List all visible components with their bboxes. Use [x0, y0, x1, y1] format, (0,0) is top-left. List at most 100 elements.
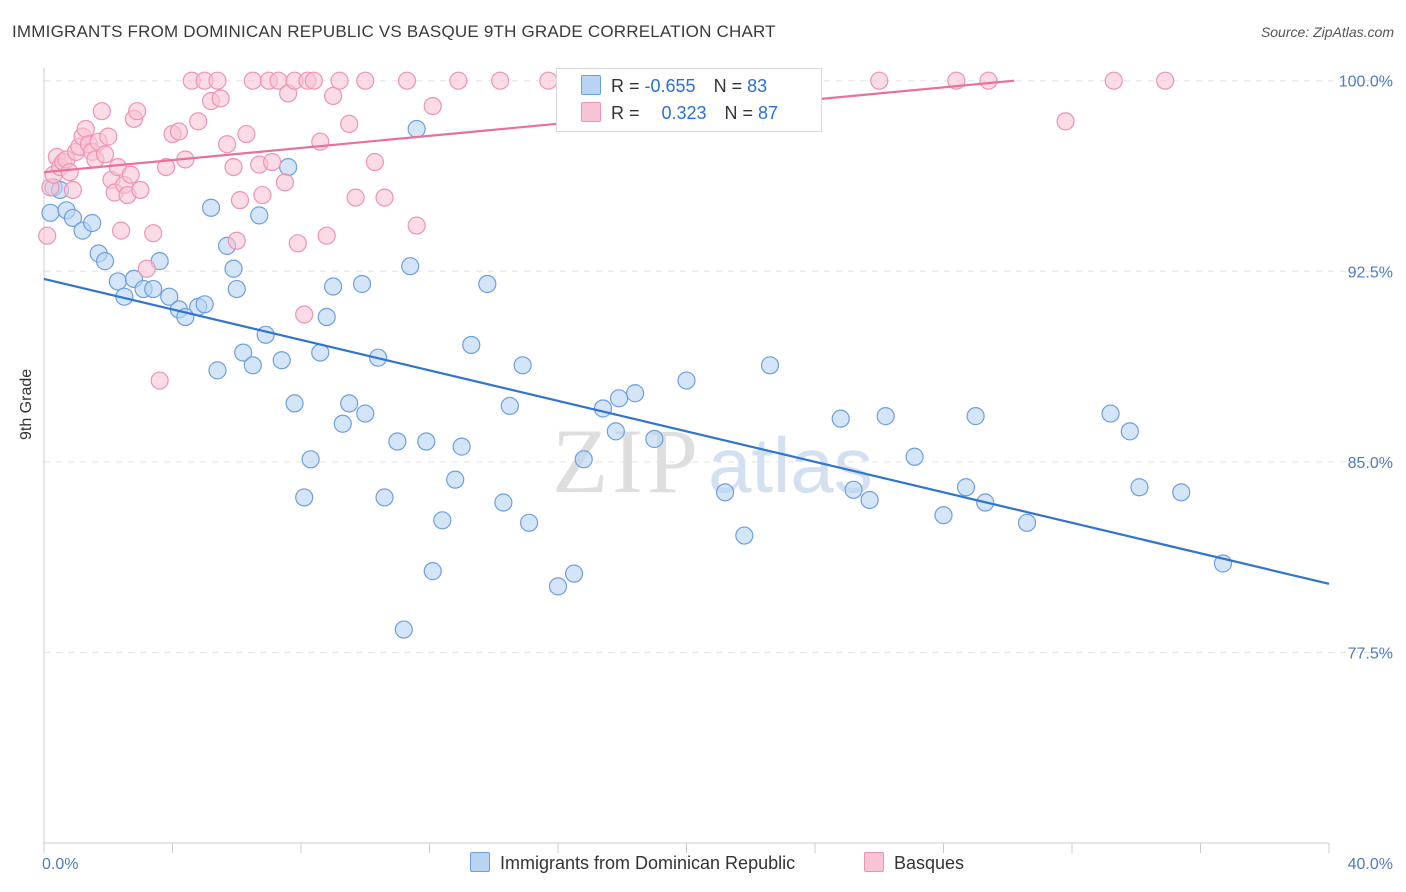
point-dominican — [519, 513, 539, 532]
point-dominican — [564, 564, 584, 583]
point-dominican — [401, 257, 420, 276]
point-basques — [76, 119, 95, 139]
point-dominican — [83, 213, 102, 233]
point-dominican — [1017, 513, 1037, 532]
y-tick-label: 77.5% — [1348, 645, 1393, 662]
stats-legend: R = -0.655 N = 83 R = 0.323 N = 87 — [556, 68, 822, 132]
pink-swatch — [581, 102, 601, 122]
point-dominican — [735, 526, 754, 545]
point-basques — [979, 71, 998, 90]
point-dominican — [160, 287, 179, 306]
point-basques — [539, 71, 558, 90]
point-dominican — [279, 157, 298, 177]
n-label: N = — [724, 103, 759, 123]
legend-label-dominican: Immigrants from Dominican Republic — [500, 853, 796, 873]
point-dominican — [593, 399, 613, 418]
point-dominican — [108, 272, 127, 291]
chart-title: IMMIGRANTS FROM DOMINICAN REPUBLIC VS BA… — [12, 22, 776, 41]
legend-swatch-blue — [470, 852, 490, 872]
point-basques — [189, 112, 208, 131]
point-dominican — [956, 478, 976, 497]
point-basques — [243, 71, 262, 90]
point-dominican — [201, 198, 221, 217]
point-dominican — [446, 470, 465, 489]
point-basques — [365, 152, 384, 172]
point-dominican — [934, 506, 953, 525]
point-basques — [128, 102, 147, 121]
point-basques — [99, 127, 118, 146]
point-dominican — [352, 274, 372, 294]
point-dominican — [63, 208, 83, 228]
source-credit: Source: ZipAtlas.com — [1260, 24, 1394, 40]
point-dominican — [905, 447, 924, 466]
point-dominican — [478, 274, 497, 294]
point-basques — [288, 234, 307, 253]
trendline-basques — [43, 79, 1015, 174]
r-label: R = — [611, 103, 645, 123]
n-label: N = — [713, 76, 748, 96]
point-basques — [60, 163, 79, 182]
point-dominican — [433, 511, 452, 530]
r-value-pink: 0.323 — [661, 103, 707, 123]
point-basques — [150, 371, 169, 390]
point-dominican — [234, 343, 253, 362]
point-dominican — [256, 325, 275, 344]
point-basques — [1056, 112, 1075, 131]
point-dominican — [95, 252, 115, 271]
point-dominican — [333, 414, 352, 433]
point-basques — [121, 165, 140, 184]
trendline-dominican — [43, 277, 1330, 585]
r-label: R = — [611, 76, 645, 96]
point-basques — [423, 97, 442, 116]
point-dominican — [208, 361, 227, 380]
point-dominican — [645, 429, 664, 449]
point-basques — [491, 71, 510, 90]
point-basques — [1104, 71, 1123, 90]
point-dominican — [285, 394, 304, 413]
point-basques — [63, 180, 83, 200]
point-dominican — [144, 279, 163, 299]
point-dominican — [324, 277, 343, 296]
stats-legend-row-pink: R = 0.323 N = 87 — [581, 102, 778, 126]
point-basques — [218, 135, 237, 154]
point-basques — [208, 71, 227, 90]
legend-swatch-pink — [864, 852, 884, 872]
point-dominican — [494, 493, 513, 512]
legend-label-basques: Basques — [894, 853, 965, 873]
point-basques — [92, 102, 111, 121]
point-basques — [227, 231, 246, 250]
point-basques — [375, 188, 394, 207]
point-dominican — [844, 480, 863, 499]
r-value-blue: -0.655 — [644, 76, 696, 96]
point-dominican — [388, 432, 407, 451]
point-dominican — [227, 279, 246, 299]
point-dominican — [295, 488, 314, 507]
point-dominican — [1172, 483, 1191, 502]
point-basques — [211, 89, 230, 108]
y-tick-label: 92.5% — [1348, 264, 1393, 281]
point-dominican — [340, 394, 359, 413]
point-basques — [275, 173, 295, 192]
point-basques — [330, 71, 349, 90]
point-dominican — [500, 396, 519, 416]
point-basques — [397, 71, 417, 90]
point-basques — [340, 114, 359, 134]
point-dominican — [272, 351, 291, 370]
legend-item-dominican: Immigrants from Dominican Republic — [470, 852, 795, 874]
point-dominican — [224, 259, 243, 278]
point-dominican — [876, 407, 895, 426]
point-dominican — [625, 384, 645, 403]
point-basques — [237, 124, 256, 144]
point-basques — [870, 71, 889, 90]
point-dominican — [574, 450, 593, 469]
point-dominican — [860, 490, 879, 510]
n-value-blue: 83 — [747, 76, 768, 96]
point-dominican — [250, 206, 269, 225]
point-basques — [230, 191, 250, 210]
point-dominican — [513, 356, 532, 375]
x-tick-label: 0.0% — [42, 856, 78, 873]
point-basques — [324, 86, 343, 106]
point-dominican — [966, 407, 985, 426]
point-dominican — [677, 371, 696, 390]
